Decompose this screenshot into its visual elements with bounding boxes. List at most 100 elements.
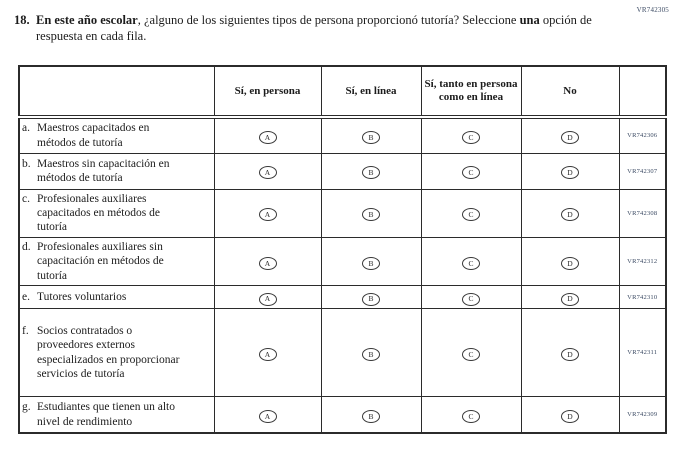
answer-bubble-b[interactable]: B (362, 348, 380, 362)
row-item-code: VR742308 (618, 188, 667, 238)
header-code-empty (618, 65, 667, 119)
row-item-code: VR742309 (618, 396, 667, 434)
row-label-cell: e. Tutores voluntarios (18, 285, 215, 310)
question-rest: , ¿alguno de los siguientes tipos de per… (137, 13, 520, 27)
header-row: Sí, en persona Sí, en línea Sí, tanto en… (18, 65, 667, 119)
answer-cell-b: B (320, 116, 422, 154)
answer-cell-a: A (213, 285, 322, 310)
answer-bubble-b[interactable]: B (362, 292, 380, 306)
answer-cell-b: B (320, 188, 422, 238)
answer-cell-b: B (320, 308, 422, 398)
answer-bubble-c[interactable]: C (462, 131, 480, 144)
answer-cell-b: B (320, 152, 422, 190)
answer-bubble-b[interactable]: B (362, 409, 380, 423)
row-label: Profesionales auxiliares capacitados en … (37, 192, 160, 234)
answer-bubble-a[interactable]: A (258, 292, 277, 306)
answer-bubble-b[interactable]: B (362, 166, 380, 180)
answer-cell-d: D (520, 308, 620, 398)
answer-bubble-b[interactable]: B (362, 256, 380, 270)
answer-bubble-b[interactable]: B (362, 131, 380, 144)
answer-bubble-d[interactable]: D (561, 409, 579, 423)
row-letter: a. (22, 122, 30, 135)
row-label: Socios contratados o proveedores externo… (37, 324, 180, 381)
question-block: 18. En este año escolar, ¿alguno de los … (14, 12, 614, 44)
answer-cell-d: D (520, 188, 620, 238)
answer-cell-a: A (213, 116, 322, 154)
answer-bubble-a[interactable]: A (258, 409, 277, 423)
question-bold-phrase: En este año escolar (36, 13, 138, 27)
answer-cell-a: A (213, 396, 322, 434)
row-letter: g. (22, 401, 31, 414)
answer-bubble-c[interactable]: C (462, 256, 480, 270)
answer-bubble-d[interactable]: D (561, 292, 579, 306)
table-row-a: a. Maestros capacitados en métodos de tu… (18, 116, 667, 154)
answer-cell-c: C (420, 236, 522, 287)
row-item-code: VR742312 (618, 236, 667, 287)
answer-cell-b: B (320, 396, 422, 434)
table-row-c: c. Profesionales auxiliares capacitados … (18, 188, 667, 238)
row-label-cell: b. Maestros sin capacitación en métodos … (18, 152, 215, 190)
answer-bubble-d[interactable]: D (561, 208, 579, 222)
column-header-no: No (520, 65, 620, 119)
answer-cell-d: D (520, 396, 620, 434)
answer-cell-c: C (420, 285, 522, 310)
answer-cell-c: C (420, 188, 522, 238)
answer-bubble-c[interactable]: C (462, 208, 480, 222)
answer-bubble-d[interactable]: D (561, 166, 579, 180)
answer-bubble-c[interactable]: C (462, 348, 480, 362)
row-item-code: VR742311 (618, 308, 667, 398)
row-letter: d. (22, 240, 31, 253)
answer-cell-c: C (420, 308, 522, 398)
row-letter: f. (22, 324, 29, 337)
answer-bubble-d[interactable]: D (561, 256, 579, 270)
answer-bubble-b[interactable]: B (362, 208, 380, 222)
row-item-code: VR742310 (618, 285, 667, 310)
page-item-code: VR742305 (636, 6, 669, 14)
row-item-code: VR742307 (618, 152, 667, 190)
answer-bubble-a[interactable]: A (258, 348, 277, 362)
answer-bubble-c[interactable]: C (462, 166, 480, 180)
answer-bubble-c[interactable]: C (462, 292, 480, 306)
answer-bubble-a[interactable]: A (258, 131, 277, 144)
header-stub-empty (18, 65, 215, 119)
answer-cell-b: B (320, 285, 422, 310)
answer-cell-a: A (213, 188, 322, 238)
table-row-f: f. Socios contratados o proveedores exte… (18, 308, 667, 398)
column-header-si-en-linea: Sí, en línea (320, 65, 422, 119)
row-label-cell: c. Profesionales auxiliares capacitados … (18, 188, 215, 238)
answer-bubble-d[interactable]: D (561, 348, 579, 362)
answer-bubble-a[interactable]: A (258, 256, 277, 270)
answer-bubble-d[interactable]: D (561, 131, 579, 144)
answer-cell-a: A (213, 236, 322, 287)
answer-cell-d: D (520, 236, 620, 287)
row-label-cell: d. Profesionales auxiliares sin capacita… (18, 236, 215, 287)
table-row-b: b. Maestros sin capacitación en métodos … (18, 152, 667, 190)
answer-cell-c: C (420, 152, 522, 190)
answer-cell-d: D (520, 152, 620, 190)
row-label: Maestros sin capacitación en métodos de … (37, 157, 170, 184)
answer-bubble-c[interactable]: C (462, 409, 480, 423)
answer-cell-b: B (320, 236, 422, 287)
row-item-code: VR742306 (618, 116, 667, 154)
table-row-e: e. Tutores voluntarios A B C D VR742310 (18, 285, 667, 310)
question-number: 18. (14, 13, 30, 27)
row-label: Profesionales auxiliares sin capacitació… (37, 240, 164, 282)
row-label-cell: f. Socios contratados o proveedores exte… (18, 308, 215, 398)
response-table: Sí, en persona Sí, en línea Sí, tanto en… (18, 65, 667, 434)
answer-cell-d: D (520, 285, 620, 310)
answer-cell-c: C (420, 116, 522, 154)
answer-cell-a: A (213, 308, 322, 398)
row-label: Maestros capacitados en métodos de tutor… (37, 122, 150, 149)
answer-bubble-a[interactable]: A (258, 166, 277, 180)
table-row-d: d. Profesionales auxiliares sin capacita… (18, 236, 667, 287)
question-bold-una: una (519, 13, 540, 27)
row-label: Tutores voluntarios (37, 291, 127, 304)
row-letter: e. (22, 291, 30, 304)
row-letter: c. (22, 192, 30, 205)
row-label-cell: g. Estudiantes que tienen un alto nivel … (18, 396, 215, 434)
answer-bubble-a[interactable]: A (258, 208, 277, 222)
row-label: Estudiantes que tienen un alto nivel de … (37, 401, 175, 428)
column-header-si-en-persona: Sí, en persona (213, 65, 322, 119)
question-text: En este año escolar, ¿alguno de los sigu… (36, 12, 614, 44)
